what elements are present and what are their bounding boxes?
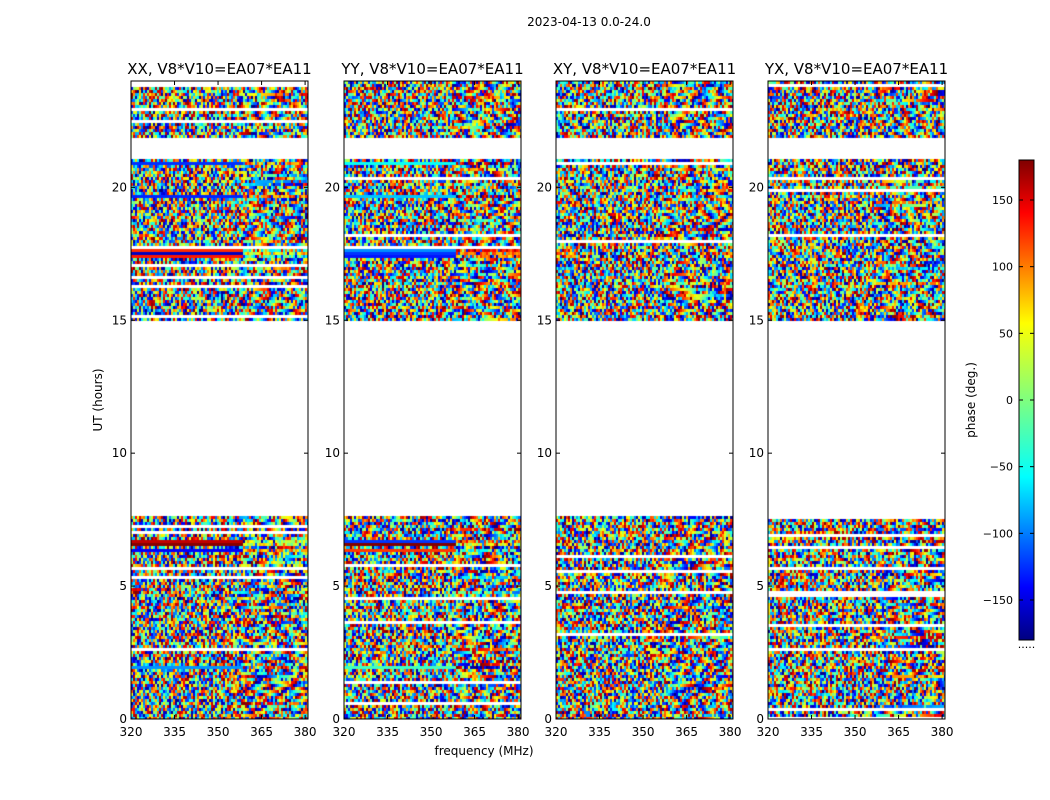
- y-tick-label: 15: [112, 313, 127, 327]
- panel-title: YX, V8*V10=EA07*EA11: [764, 60, 948, 78]
- panel-xx: XX, V8*V10=EA07*EA11 320 335 350 365 380 0 5 10 1…: [112, 60, 317, 739]
- panel-frame: [767, 80, 946, 720]
- x-tick-label: 365: [887, 725, 910, 739]
- panel-frame: [130, 80, 309, 720]
- y-tick-label: 0: [544, 712, 552, 726]
- x-tick-label: 350: [632, 725, 655, 739]
- y-tick-label: 10: [749, 446, 764, 460]
- y-tick-label: 0: [332, 712, 340, 726]
- colorbar-tick-label: 50: [999, 327, 1013, 340]
- x-tick-label: 380: [931, 725, 954, 739]
- colorbar-tick-label: 150: [992, 194, 1013, 207]
- y-tick-label: 10: [112, 446, 127, 460]
- y-tick-label: 10: [325, 446, 340, 460]
- y-tick-label: 5: [119, 579, 127, 593]
- panel-title: YY, V8*V10=EA07*EA11: [340, 60, 523, 78]
- x-tick-label: 320: [545, 725, 568, 739]
- y-tick-label: 20: [325, 180, 340, 194]
- y-tick-label: 5: [756, 579, 764, 593]
- colorbar: −150 −100 −50 0 50 100 150.....: [983, 159, 1035, 651]
- y-tick-label: 20: [749, 180, 764, 194]
- y-tick-label: 15: [537, 313, 552, 327]
- x-tick-label: 335: [376, 725, 399, 739]
- y-tick-label: 5: [332, 579, 340, 593]
- phase-image: [768, 81, 945, 719]
- y-tick-label: 20: [112, 180, 127, 194]
- colorbar-bottom-text: .....: [1018, 638, 1035, 651]
- x-tick-label: 350: [420, 725, 443, 739]
- colorbar-tick-label: 0: [1006, 394, 1013, 407]
- panel-frame: [555, 80, 734, 720]
- x-tick-label: 365: [250, 725, 273, 739]
- panel-yy: YY, V8*V10=EA07*EA11 320 335 350 365 380 0 5 10 1…: [325, 60, 530, 739]
- phase-image: [556, 81, 733, 719]
- y-tick-label: 15: [325, 313, 340, 327]
- panel-yx: YX, V8*V10=EA07*EA11 320 335 350 365 380 0 5 10 1…: [749, 60, 954, 739]
- colorbar-label: phase (deg.): [964, 362, 978, 438]
- y-tick-label: 15: [749, 313, 764, 327]
- panel-xy: XY, V8*V10=EA07*EA11 320 335 350 365 380 0 5 10 1…: [537, 60, 742, 739]
- x-tick-label: 380: [507, 725, 530, 739]
- y-tick-label: 0: [756, 712, 764, 726]
- x-tick-label: 335: [800, 725, 823, 739]
- colorbar-tick-label: 100: [992, 261, 1013, 274]
- panels-group: XX, V8*V10=EA07*EA11 320 335 350 365 380 0 5 10 1…: [112, 60, 954, 739]
- colorbar-gradient: [1019, 160, 1034, 640]
- y-axis-label: UT (hours): [91, 368, 105, 431]
- y-tick-label: 5: [544, 579, 552, 593]
- colorbar-tick-label: −100: [983, 527, 1013, 540]
- x-tick-label: 350: [844, 725, 867, 739]
- y-tick-label: 20: [537, 180, 552, 194]
- x-tick-label: 350: [207, 725, 230, 739]
- x-tick-label: 320: [757, 725, 780, 739]
- y-tick-label: 0: [119, 712, 127, 726]
- x-axis-label: frequency (MHz): [434, 744, 533, 758]
- x-tick-label: 365: [463, 725, 486, 739]
- x-tick-label: 335: [588, 725, 611, 739]
- phase-image: [344, 81, 521, 719]
- colorbar-tick-label: −50: [990, 461, 1013, 474]
- y-tick-label: 10: [537, 446, 552, 460]
- x-tick-label: 320: [333, 725, 356, 739]
- panel-title: XY, V8*V10=EA07*EA11: [553, 60, 736, 78]
- panel-frame: [343, 80, 522, 720]
- x-tick-label: 320: [120, 725, 143, 739]
- colorbar-tick-label: −150: [983, 594, 1013, 607]
- phase-image: [131, 81, 308, 719]
- panel-title: XX, V8*V10=EA07*EA11: [127, 60, 311, 78]
- x-tick-label: 335: [163, 725, 186, 739]
- figure-title: 2023-04-13 0.0-24.0: [527, 15, 651, 29]
- x-tick-label: 380: [719, 725, 742, 739]
- x-tick-label: 365: [675, 725, 698, 739]
- x-tick-label: 380: [294, 725, 317, 739]
